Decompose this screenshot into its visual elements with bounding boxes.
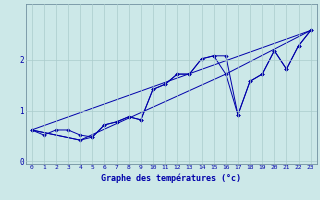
X-axis label: Graphe des températures (°c): Graphe des températures (°c) — [101, 173, 241, 183]
